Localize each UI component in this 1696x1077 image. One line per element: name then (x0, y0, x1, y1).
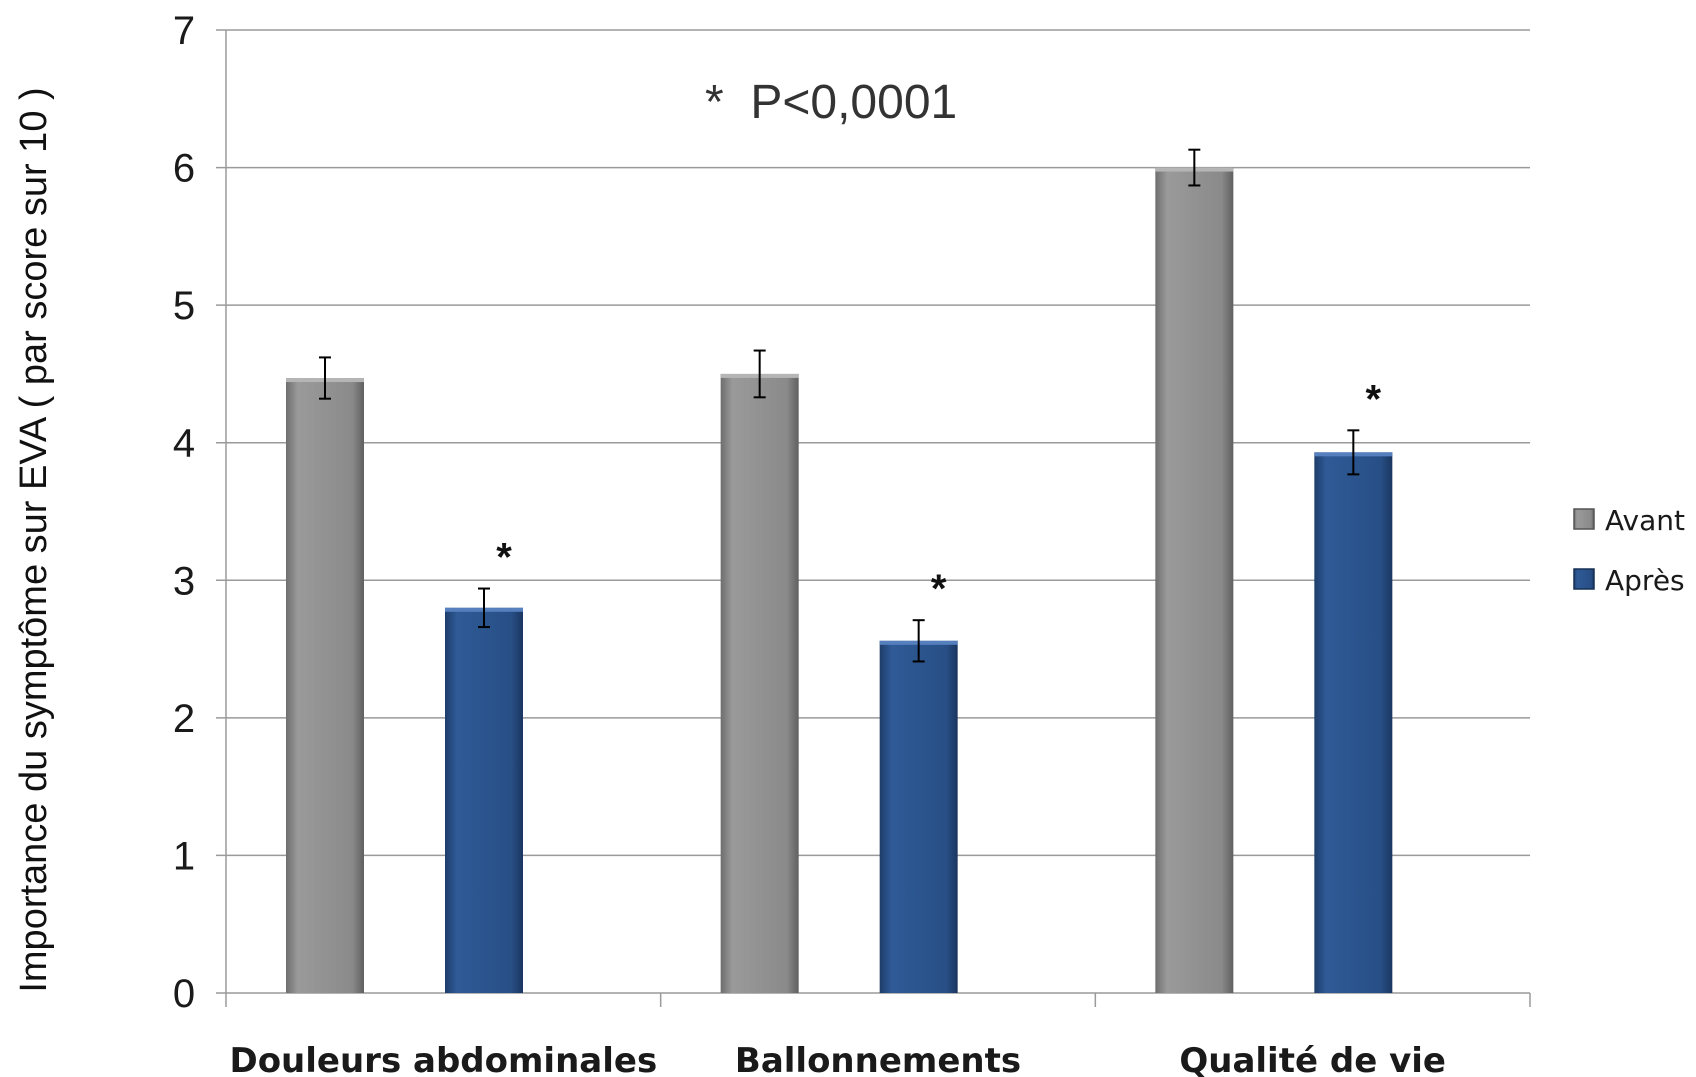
legend: Avant Après (1573, 504, 1685, 597)
y-axis-label: Importance du symptôme sur EVA ( par sco… (13, 87, 55, 992)
significance-star: * (931, 567, 947, 611)
y-tick-label: 5 (173, 284, 195, 328)
bar-avant (720, 373, 799, 993)
y-tick-label: 1 (173, 834, 195, 878)
significance-star: * (1366, 377, 1382, 421)
y-tick-label: 4 (173, 422, 195, 466)
y-tick-label: 2 (173, 697, 195, 741)
legend-swatch-apres (1573, 568, 1595, 590)
bar-apres (1314, 452, 1393, 993)
x-category-label: Ballonnements (735, 1041, 1021, 1077)
legend-label-apres: Après (1605, 564, 1685, 597)
y-tick-label: 0 (173, 972, 195, 1016)
legend-swatch-avant (1573, 508, 1595, 530)
y-tick-label: 3 (173, 559, 195, 603)
y-tick-labels: 0 1 2 3 4 5 6 7 (173, 9, 195, 1016)
axes (225, 30, 1531, 1007)
legend-label-avant: Avant (1605, 504, 1685, 537)
bar-apres (445, 607, 523, 993)
x-category-labels: Douleurs abdominales Ballonnements Qualité… (229, 1041, 1446, 1077)
grid-lines (216, 29, 1530, 994)
y-tick-label: 6 (173, 147, 195, 191)
x-category-label: Douleurs abdominales (229, 1041, 657, 1077)
bar-avant (286, 378, 364, 993)
y-tick-label: 7 (173, 9, 195, 53)
error-bars (319, 148, 1360, 663)
p-value-annotation: * P<0,0001 (705, 76, 957, 129)
bar-avant (1155, 167, 1234, 994)
bar-apres (879, 640, 958, 993)
significance-star: * (496, 536, 512, 580)
x-category-label: Qualité de vie (1179, 1041, 1446, 1077)
significance-markers: * * * (496, 377, 1381, 611)
